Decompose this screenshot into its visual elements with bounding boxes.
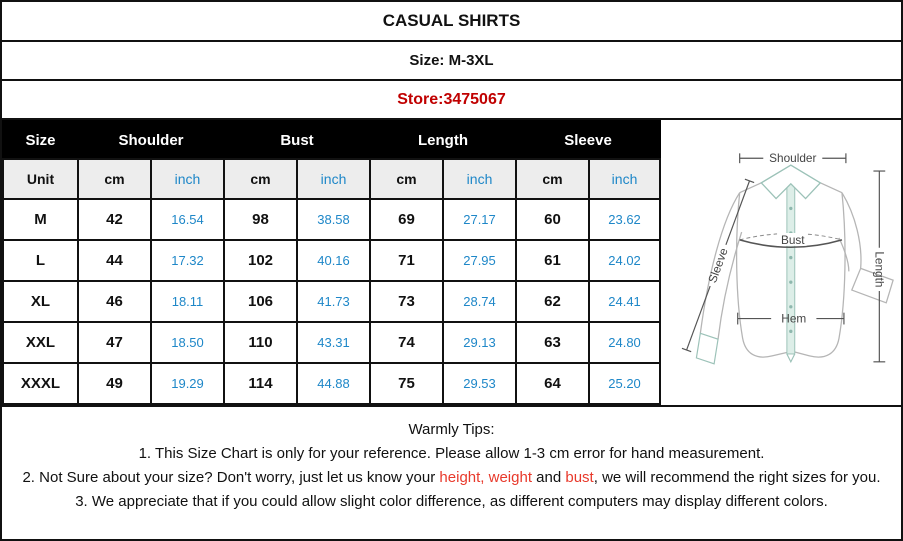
cell-cm: 64 xyxy=(515,362,591,405)
cell-cm: 102 xyxy=(223,239,299,282)
product-title: CASUAL SHIRTS xyxy=(2,2,901,42)
cell-inch: 29.13 xyxy=(442,321,518,364)
tip2-text: 2. Not Sure about your size? Don't worry… xyxy=(22,469,440,486)
cell-size: XL xyxy=(2,280,79,323)
highlight-bust: bust xyxy=(565,469,594,486)
cell-inch: 19.29 xyxy=(149,362,226,405)
table-row: XXL 47 18.50 110 43.31 74 29.13 63 24.80 xyxy=(2,321,662,364)
unit-inch: inch xyxy=(149,158,226,200)
cell-cm: 71 xyxy=(369,239,445,282)
shirt-measurement-illustration: Shoulder Length Sleeve Bust Hem xyxy=(661,120,901,405)
size-table: Size Shoulder Bust Length Sleeve Unit cm… xyxy=(2,120,662,405)
tip-line-2: 2. Not Sure about your size? Don't worry… xyxy=(2,466,901,490)
col-header-length: Length xyxy=(369,120,518,160)
cell-inch: 18.11 xyxy=(149,280,226,323)
col-header-size: Size xyxy=(2,120,79,160)
cell-cm: 46 xyxy=(77,280,152,323)
cell-cm: 42 xyxy=(77,198,152,241)
cell-cm: 114 xyxy=(223,362,299,405)
cell-inch: 27.95 xyxy=(442,239,518,282)
cell-inch: 44.88 xyxy=(296,362,372,405)
cell-size: M xyxy=(2,198,79,241)
unit-label: Unit xyxy=(2,158,79,200)
cell-cm: 69 xyxy=(369,198,445,241)
cell-inch: 43.31 xyxy=(296,321,372,364)
cell-cm: 110 xyxy=(223,321,299,364)
unit-inch: inch xyxy=(296,158,372,200)
unit-cm: cm xyxy=(77,158,152,200)
table-header-row: Size Shoulder Bust Length Sleeve xyxy=(2,120,662,160)
cell-cm: 61 xyxy=(515,239,591,282)
cell-inch: 24.41 xyxy=(588,280,662,323)
cell-cm: 49 xyxy=(77,362,152,405)
cell-inch: 27.17 xyxy=(442,198,518,241)
cell-inch: 28.74 xyxy=(442,280,518,323)
cell-size: L xyxy=(2,239,79,282)
cell-inch: 18.50 xyxy=(149,321,226,364)
main-section: Size Shoulder Bust Length Sleeve Unit cm… xyxy=(2,120,901,407)
cell-cm: 106 xyxy=(223,280,299,323)
unit-cm: cm xyxy=(223,158,299,200)
tip2-text: , we will recommend the right sizes for … xyxy=(593,469,881,486)
cell-cm: 62 xyxy=(515,280,591,323)
table-row: XXXL 49 19.29 114 44.88 75 29.53 64 25.2… xyxy=(2,362,662,405)
label-bust: Bust xyxy=(781,233,805,247)
label-length: Length xyxy=(872,251,886,287)
cell-cm: 98 xyxy=(223,198,299,241)
unit-cm: cm xyxy=(515,158,591,200)
unit-cm: cm xyxy=(369,158,445,200)
tip2-text: and xyxy=(532,469,566,486)
label-shoulder: Shoulder xyxy=(769,151,816,165)
table-row: M 42 16.54 98 38.58 69 27.17 60 23.62 xyxy=(2,198,662,241)
size-range: Size: M-3XL xyxy=(2,42,901,81)
cell-inch: 23.62 xyxy=(588,198,662,241)
cell-inch: 40.16 xyxy=(296,239,372,282)
cell-inch: 38.58 xyxy=(296,198,372,241)
cell-inch: 41.73 xyxy=(296,280,372,323)
cell-inch: 29.53 xyxy=(442,362,518,405)
table-row: XL 46 18.11 106 41.73 73 28.74 62 24.41 xyxy=(2,280,662,323)
unit-inch: inch xyxy=(442,158,518,200)
label-sleeve: Sleeve xyxy=(705,246,731,285)
cell-cm: 73 xyxy=(369,280,445,323)
cell-inch: 24.02 xyxy=(588,239,662,282)
cell-cm: 47 xyxy=(77,321,152,364)
cell-size: XXXL xyxy=(2,362,79,405)
col-header-sleeve: Sleeve xyxy=(515,120,662,160)
cell-cm: 75 xyxy=(369,362,445,405)
label-hem: Hem xyxy=(781,311,806,325)
unit-inch: inch xyxy=(588,158,662,200)
tip-line-3: 3. We appreciate that if you could allow… xyxy=(75,493,828,510)
tip-line-1: 1. This Size Chart is only for your refe… xyxy=(138,445,765,462)
cell-size: XXL xyxy=(2,321,79,364)
cell-inch: 25.20 xyxy=(588,362,662,405)
cell-cm: 60 xyxy=(515,198,591,241)
tips-heading: Warmly Tips: xyxy=(408,421,495,438)
table-row: L 44 17.32 102 40.16 71 27.95 61 24.02 xyxy=(2,239,662,282)
cell-cm: 74 xyxy=(369,321,445,364)
col-header-bust: Bust xyxy=(223,120,372,160)
cell-inch: 24.80 xyxy=(588,321,662,364)
cell-inch: 17.32 xyxy=(149,239,226,282)
col-header-shoulder: Shoulder xyxy=(76,120,226,160)
tips-section: Warmly Tips: 1. This Size Chart is only … xyxy=(2,407,901,539)
cell-cm: 63 xyxy=(515,321,591,364)
cell-inch: 16.54 xyxy=(149,198,226,241)
store-id: Store:3475067 xyxy=(2,81,901,120)
shirt-diagram: Shoulder Length Sleeve Bust Hem xyxy=(681,151,894,365)
highlight-height-weight: height, weight xyxy=(439,469,532,486)
cell-cm: 44 xyxy=(77,239,152,282)
unit-row: Unit cm inch cm inch cm inch cm inch xyxy=(2,158,662,200)
